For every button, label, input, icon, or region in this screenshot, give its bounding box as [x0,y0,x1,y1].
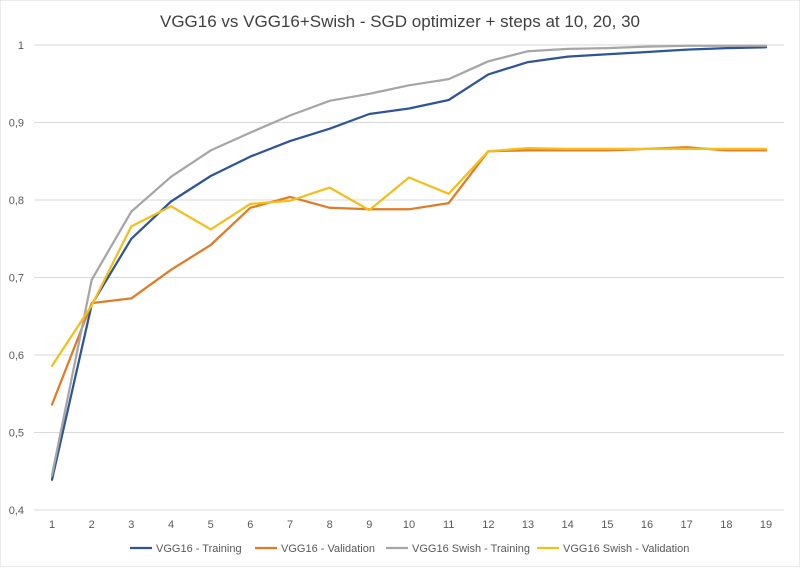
x-tick-label: 9 [366,519,372,531]
y-axis-ticks: 0,4 0,5 0,6 0,7 0,8 0,9 1 [9,40,24,517]
x-tick-label: 17 [681,519,693,531]
x-tick-label: 8 [327,519,333,531]
x-tick-label: 19 [760,519,772,531]
y-tick-label: 0,8 [9,195,24,207]
x-tick-label: 1 [49,519,55,531]
y-tick-label: 0,6 [9,350,24,362]
x-axis-ticks: 1 2 3 4 5 6 7 8 9 10 11 12 13 14 15 16 17 18 19 [49,519,772,531]
legend-label: VGG16 Swish - Validation [563,543,689,555]
x-tick-label: 14 [562,519,574,531]
legend-label: VGG16 - Validation [281,543,375,555]
x-tick-label: 2 [89,519,95,531]
x-tick-label: 4 [168,519,174,531]
x-tick-label: 16 [641,519,653,531]
x-tick-label: 6 [247,519,253,531]
x-tick-label: 3 [128,519,134,531]
series-lines [50,44,768,481]
series-line-4 [50,146,768,368]
x-tick-label: 11 [443,519,454,531]
series-line-3 [50,44,768,477]
x-tick-label: 10 [403,519,415,531]
y-tick-label: 0,7 [9,273,24,285]
y-tick-label: 0,4 [9,505,24,517]
y-tick-label: 1 [18,40,24,52]
y-tick-label: 0,9 [9,118,24,130]
x-tick-label: 18 [720,519,732,531]
chart-title: VGG16 vs VGG16+Swish - SGD optimizer + s… [160,12,640,31]
x-tick-label: 7 [287,519,293,531]
legend: VGG16 - Training VGG16 - Validation VGG16 … [130,543,689,555]
legend-label: VGG16 - Training [156,543,242,555]
x-tick-label: 12 [482,519,494,531]
y-tick-label: 0,5 [9,428,24,440]
x-tick-label: 5 [208,519,214,531]
series-line-1 [50,46,768,481]
legend-label: VGG16 Swish - Training [412,543,530,555]
x-tick-label: 13 [522,519,534,531]
x-tick-label: 15 [601,519,613,531]
